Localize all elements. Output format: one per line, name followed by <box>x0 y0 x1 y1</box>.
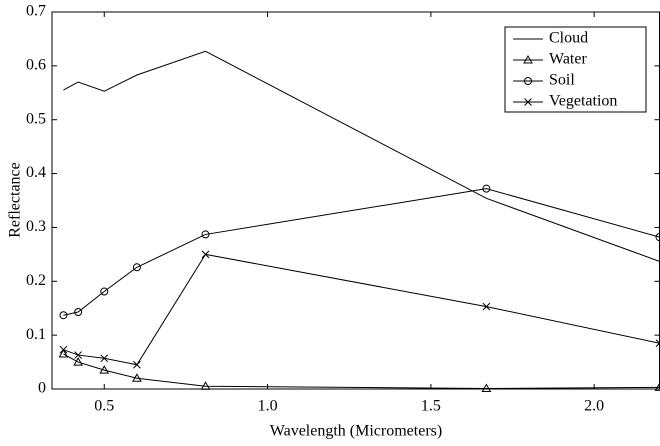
marker <box>99 365 110 374</box>
marker <box>132 263 141 272</box>
series-line <box>63 50 660 262</box>
y-tick-label: 0.7 <box>26 3 46 20</box>
x-tick-label: 0.5 <box>94 398 114 415</box>
marker <box>74 307 83 316</box>
legend-marker <box>524 98 532 106</box>
marker <box>100 287 109 296</box>
marker <box>58 348 69 358</box>
legend-label: Vegetation <box>549 93 617 110</box>
marker <box>201 250 210 259</box>
y-tick-label: 0.1 <box>26 326 46 343</box>
marker <box>73 357 83 366</box>
marker <box>59 345 68 354</box>
y-tick-label: 0.5 <box>26 110 46 127</box>
legend-box <box>504 26 647 113</box>
marker <box>59 311 68 320</box>
marker <box>133 360 141 369</box>
series-line <box>63 188 660 316</box>
marker <box>482 184 491 193</box>
y-tick-label: 0 <box>38 380 46 397</box>
y-axis-label: Reflectance <box>7 162 24 238</box>
x-tick-label: 1.0 <box>258 398 278 415</box>
legend-label: Cloud <box>549 30 588 47</box>
x-tick-label: 2.0 <box>584 398 604 415</box>
y-tick-label: 0.6 <box>26 57 46 74</box>
y-tick-label: 0.4 <box>26 164 46 181</box>
marker <box>201 230 210 239</box>
marker <box>482 302 491 311</box>
legend-label: Soil <box>549 72 575 89</box>
legend-marker <box>524 77 532 85</box>
y-tick-label: 0.2 <box>26 272 46 289</box>
marker <box>200 381 211 390</box>
y-tick-label: 0.3 <box>26 218 46 235</box>
legend-label: Water <box>549 51 587 68</box>
series-line <box>63 253 660 366</box>
series-line <box>63 353 660 389</box>
x-tick-label: 1.5 <box>421 398 441 415</box>
marker <box>100 354 109 363</box>
marker <box>132 373 142 382</box>
marker <box>481 383 492 392</box>
x-axis-label: Wavelength (Micrometers) <box>270 423 442 440</box>
marker <box>74 351 82 359</box>
legend-marker <box>523 54 533 64</box>
